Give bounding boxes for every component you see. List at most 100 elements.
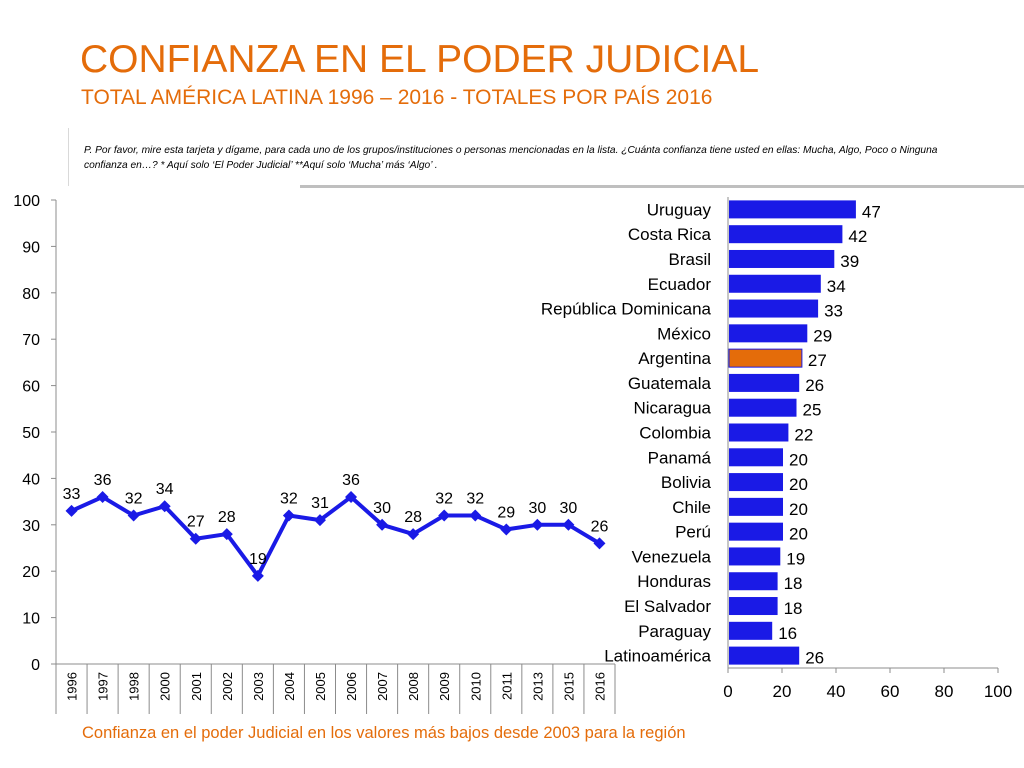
line-data-label: 30 [528, 500, 546, 517]
bar-category-label: Uruguay [647, 200, 712, 219]
line-chart-x-tick-label: 1996 [65, 672, 80, 701]
bar-category-label: Guatemala [628, 374, 712, 393]
bar [729, 497, 783, 516]
bar [729, 547, 781, 566]
line-chart-x-tick-label: 2004 [282, 672, 297, 701]
line-point [282, 509, 295, 522]
line-chart-x-tick-label: 2001 [189, 672, 204, 701]
bar [729, 249, 835, 268]
bar-data-label: 18 [784, 574, 803, 593]
line-point [65, 504, 78, 517]
footer-note: Confianza en el poder Judicial en los va… [82, 724, 686, 742]
bar-data-label: 25 [803, 401, 822, 420]
bar-category-label: Ecuador [648, 275, 712, 294]
line-data-label: 32 [466, 491, 484, 508]
page-title: CONFIANZA EN EL PODER JUDICIAL [80, 38, 760, 81]
bar-data-label: 18 [784, 599, 803, 618]
line-chart-y-tick-label: 60 [22, 379, 40, 396]
line-chart-y-tick-label: 100 [13, 193, 40, 210]
line-point [127, 509, 140, 522]
line-point [220, 528, 233, 541]
bar-data-label: 34 [827, 277, 846, 296]
line-chart-y-tick-label: 10 [22, 611, 40, 628]
bar-data-label: 26 [805, 649, 824, 668]
bar-chart-x-tick-label: 100 [984, 682, 1012, 701]
line-point [500, 523, 513, 536]
bar-data-label: 22 [794, 426, 813, 445]
bar-data-label: 19 [786, 549, 805, 568]
line-chart-x-tick-label: 2013 [530, 672, 545, 701]
line-point [345, 490, 358, 503]
line-point [251, 569, 264, 582]
line-chart-y-tick-label: 70 [22, 332, 40, 349]
question-box-border [68, 128, 69, 186]
question-divider [300, 185, 1024, 188]
line-chart-x-tick-label: 2016 [592, 672, 607, 701]
line-chart-x-tick-label: 2007 [375, 672, 390, 701]
line-chart-x-tick-label: 1998 [127, 672, 142, 701]
line-data-label: 26 [591, 518, 609, 535]
line-data-label: 30 [560, 500, 578, 517]
bar [729, 274, 821, 293]
line-point [158, 500, 171, 513]
bar [728, 348, 803, 368]
bar-category-label: Latinoamérica [604, 647, 711, 666]
line-point [407, 528, 420, 541]
bar-chart-x-tick-label: 60 [881, 682, 900, 701]
line-chart-x-tick-label: 1997 [96, 672, 111, 701]
bar-category-label: Paraguay [638, 622, 711, 641]
bar [729, 572, 778, 591]
bar-data-label: 29 [813, 326, 832, 345]
bar-category-label: Brasil [668, 250, 711, 269]
line-chart-y-tick-label: 0 [31, 657, 40, 674]
bar [729, 646, 800, 665]
line-chart-y-tick-label: 90 [22, 239, 40, 256]
bar-chart-x-tick-label: 40 [827, 682, 846, 701]
line-chart-x-tick-label: 2000 [158, 672, 173, 701]
bar-data-label: 20 [789, 450, 808, 469]
bar [729, 423, 789, 442]
line-chart-x-tick-label: 2011 [499, 672, 514, 700]
bar-category-label: Chile [672, 498, 711, 517]
bar [729, 621, 773, 640]
line-point [313, 514, 326, 527]
line-point [562, 518, 575, 531]
bar-category-label: Venezuela [632, 547, 712, 566]
bar-data-label: 20 [789, 525, 808, 544]
line-data-label: 19 [249, 551, 267, 568]
line-chart-x-tick-label: 2002 [220, 672, 235, 701]
line-point [96, 490, 109, 503]
bar-data-label: 20 [789, 500, 808, 519]
line-chart-y-tick-label: 80 [22, 286, 40, 303]
bar-data-label: 27 [808, 351, 827, 370]
bar-category-label: República Dominicana [541, 300, 712, 319]
line-chart-x-tick-label: 2005 [313, 672, 328, 701]
survey-question: P. Por favor, mire esta tarjeta y dígame… [84, 145, 938, 171]
line-chart-y-tick-label: 50 [22, 425, 40, 442]
line-data-label: 36 [342, 472, 360, 489]
line-point [469, 509, 482, 522]
line-data-label: 29 [497, 504, 515, 521]
line-data-label: 36 [94, 472, 112, 489]
bar-data-label: 39 [840, 252, 859, 271]
line-chart-y-tick-label: 40 [22, 471, 40, 488]
line-point [376, 518, 389, 531]
bar [729, 324, 808, 343]
line-point [531, 518, 544, 531]
bar [729, 597, 778, 616]
line-chart-x-tick-label: 2009 [437, 672, 452, 701]
bar-chart-x-tick-label: 0 [723, 682, 732, 701]
bar [729, 473, 783, 492]
line-point [593, 537, 606, 550]
bar [729, 225, 843, 244]
bar [729, 373, 800, 392]
bar-data-label: 47 [862, 202, 881, 221]
bar-category-label: Bolivia [661, 473, 712, 492]
bar-data-label: 20 [789, 475, 808, 494]
line-chart-y-tick-label: 30 [22, 518, 40, 535]
bar-data-label: 26 [805, 376, 824, 395]
bar-category-label: Colombia [639, 424, 711, 443]
bar [729, 398, 797, 417]
